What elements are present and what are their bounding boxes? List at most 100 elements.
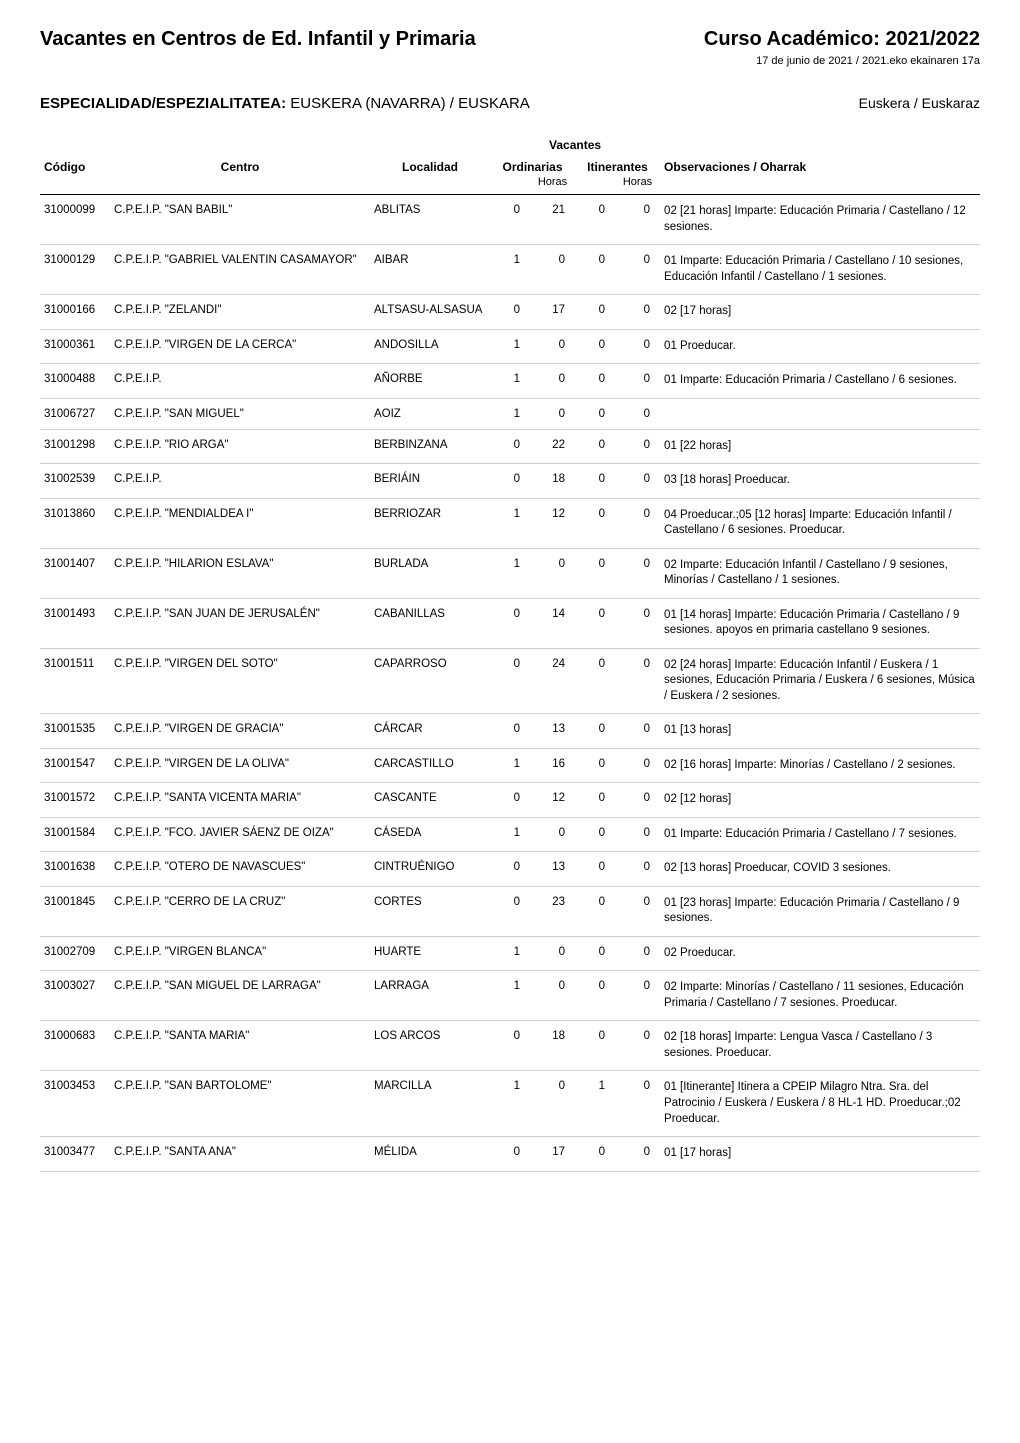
cell-obs: 04 Proeducar.;05 [12 horas] Imparte: Edu… [660,498,980,548]
cell-ord_h: 16 [530,748,575,783]
cell-centro: C.P.E.I.P. "SANTA VICENTA MARIA" [110,783,370,818]
cell-obs: 01 Imparte: Educación Primaria / Castell… [660,817,980,852]
cell-localidad: CARCASTILLO [370,748,490,783]
cell-itin_h: 0 [615,295,660,330]
cell-ord_h: 0 [530,398,575,429]
cell-ord: 0 [490,1021,530,1071]
col-itin-horas: Horas [615,176,660,195]
cell-codigo: 31001638 [40,852,110,887]
cell-codigo: 31002539 [40,464,110,499]
cell-itin_h: 0 [615,936,660,971]
cell-itin: 0 [575,548,615,598]
cell-ord: 1 [490,748,530,783]
cell-localidad: HUARTE [370,936,490,971]
table-row: 31000166C.P.E.I.P. "ZELANDI"ALTSASU-ALSA… [40,295,980,330]
cell-codigo: 31002709 [40,936,110,971]
table-row: 31000129C.P.E.I.P. "GABRIEL VALENTIN CAS… [40,245,980,295]
cell-localidad: CORTES [370,886,490,936]
cell-localidad: MÉLIDA [370,1137,490,1172]
cell-itin_h: 0 [615,1021,660,1071]
table-body: 31000099C.P.E.I.P. "SAN BABIL"ABLITAS021… [40,195,980,1172]
cell-obs: 02 [13 horas] Proeducar, COVID 3 sesione… [660,852,980,887]
cell-centro: C.P.E.I.P. "VIRGEN DE LA OLIVA" [110,748,370,783]
cell-centro: C.P.E.I.P. "SANTA MARIA" [110,1021,370,1071]
cell-obs: 01 [Itinerante] Itinera a CPEIP Milagro … [660,1071,980,1137]
cell-obs: 01 [23 horas] Imparte: Educación Primari… [660,886,980,936]
cell-itin_h: 0 [615,714,660,749]
cell-localidad: LARRAGA [370,971,490,1021]
cell-codigo: 31001572 [40,783,110,818]
cell-itin_h: 0 [615,364,660,399]
cell-ord_h: 17 [530,1137,575,1172]
cell-itin_h: 0 [615,598,660,648]
cell-centro: C.P.E.I.P. "SANTA ANA" [110,1137,370,1172]
cell-obs: 01 [22 horas] [660,429,980,464]
cell-localidad: AIBAR [370,245,490,295]
table-row: 31001407C.P.E.I.P. "HILARION ESLAVA"BURL… [40,548,980,598]
subheader-row: ESPECIALIDAD/ESPEZIALITATEA: EUSKERA (NA… [40,95,980,112]
cell-obs: 02 Proeducar. [660,936,980,971]
cell-codigo: 31001535 [40,714,110,749]
cell-localidad: ABLITAS [370,195,490,245]
specialty: ESPECIALIDAD/ESPEZIALITATEA: EUSKERA (NA… [40,95,530,112]
cell-centro: C.P.E.I.P. "MENDIALDEA I" [110,498,370,548]
cell-centro: C.P.E.I.P. "VIRGEN DE LA CERCA" [110,329,370,364]
cell-codigo: 31001845 [40,886,110,936]
page-date: 17 de junio de 2021 / 2021.eko ekainaren… [40,55,980,67]
cell-itin_h: 0 [615,748,660,783]
cell-codigo: 31000488 [40,364,110,399]
cell-centro: C.P.E.I.P. "VIRGEN BLANCA" [110,936,370,971]
cell-codigo: 31000099 [40,195,110,245]
col-codigo: Código [40,156,110,176]
cell-ord: 1 [490,364,530,399]
cell-ord: 0 [490,648,530,714]
cell-ord: 0 [490,464,530,499]
cell-centro: C.P.E.I.P. [110,464,370,499]
cell-itin_h: 0 [615,971,660,1021]
cell-codigo: 31001407 [40,548,110,598]
vacancies-table: Vacantes Código Centro Localidad Ordinar… [40,134,980,1172]
cell-codigo: 31000683 [40,1021,110,1071]
col-ordinarias: Ordinarias [490,156,575,176]
page-title-right: Curso Académico: 2021/2022 [704,28,980,51]
cell-ord_h: 0 [530,364,575,399]
cell-itin_h: 0 [615,548,660,598]
cell-ord_h: 17 [530,295,575,330]
cell-localidad: CINTRUÉNIGO [370,852,490,887]
cell-ord_h: 23 [530,886,575,936]
cell-codigo: 31000361 [40,329,110,364]
cell-obs: 01 Imparte: Educación Primaria / Castell… [660,245,980,295]
cell-itin: 0 [575,714,615,749]
cell-codigo: 31001547 [40,748,110,783]
cell-centro: C.P.E.I.P. "VIRGEN DEL SOTO" [110,648,370,714]
language-label: Euskera / Euskaraz [859,95,980,111]
cell-itin: 0 [575,295,615,330]
cell-localidad: BURLADA [370,548,490,598]
col-ord-horas: Horas [530,176,575,195]
cell-ord_h: 22 [530,429,575,464]
cell-obs: 01 Imparte: Educación Primaria / Castell… [660,364,980,399]
cell-itin: 0 [575,598,615,648]
cell-centro: C.P.E.I.P. "CERRO DE LA CRUZ" [110,886,370,936]
cell-ord_h: 12 [530,498,575,548]
cell-itin: 0 [575,398,615,429]
cell-obs: 02 [16 horas] Imparte: Minorías / Castel… [660,748,980,783]
cell-centro: C.P.E.I.P. "RIO ARGA" [110,429,370,464]
cell-ord_h: 18 [530,464,575,499]
cell-itin_h: 0 [615,648,660,714]
cell-itin_h: 0 [615,398,660,429]
cell-ord: 0 [490,598,530,648]
cell-codigo: 31001511 [40,648,110,714]
cell-ord_h: 0 [530,329,575,364]
cell-ord: 1 [490,329,530,364]
table-row: 31013860C.P.E.I.P. "MENDIALDEA I"BERRIOZ… [40,498,980,548]
table-row: 31006727C.P.E.I.P. "SAN MIGUEL"AOIZ1000 [40,398,980,429]
cell-codigo: 31006727 [40,398,110,429]
cell-localidad: AOIZ [370,398,490,429]
cell-obs: 01 [14 horas] Imparte: Educación Primari… [660,598,980,648]
cell-itin: 0 [575,245,615,295]
table-row: 31000683C.P.E.I.P. "SANTA MARIA"LOS ARCO… [40,1021,980,1071]
table-row: 31001584C.P.E.I.P. "FCO. JAVIER SÁENZ DE… [40,817,980,852]
page: Vacantes en Centros de Ed. Infantil y Pr… [0,0,1020,1212]
cell-ord: 1 [490,1071,530,1137]
